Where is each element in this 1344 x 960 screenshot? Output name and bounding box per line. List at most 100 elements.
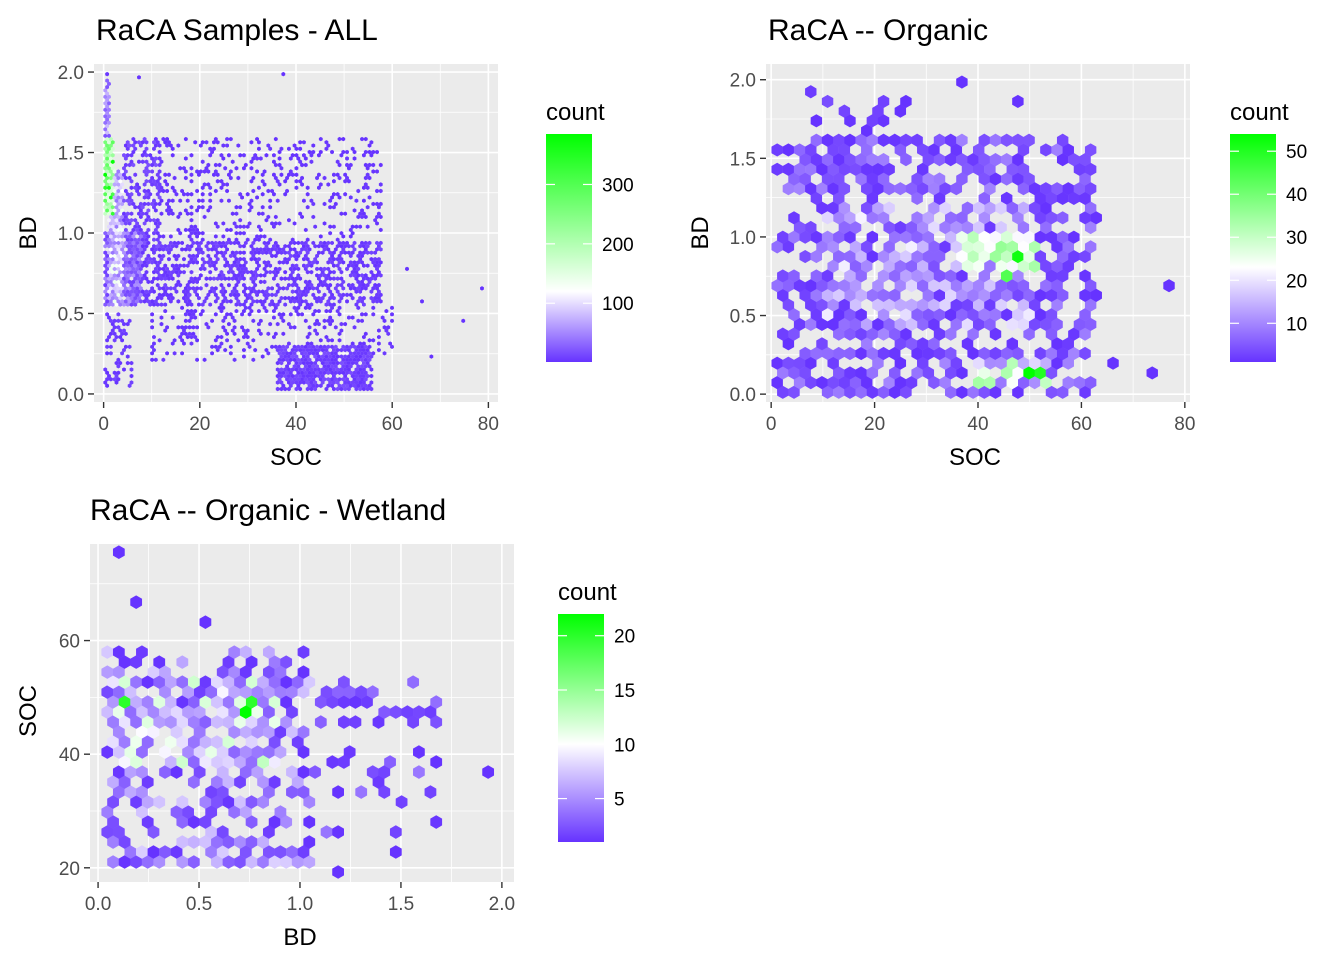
hexbin-cell [337,383,342,388]
hexbin-cell [187,815,200,829]
hexbin-cell [135,266,140,272]
hexbin-cell [317,185,321,190]
hexbin-cell [343,373,348,379]
hexbin-cell [129,289,134,294]
hexbin-cell [185,211,190,216]
hexbin-cell [228,299,233,304]
hexbin-cell [315,383,319,388]
hexbin-cell [103,120,108,126]
hexbin-cell [961,259,974,273]
hexbin-cell [253,237,258,242]
hexbin-cell [257,237,261,242]
hexbin-cell [369,250,374,255]
hexbin-cell [354,269,359,275]
x-tick-label: 0 [766,414,777,435]
hexbin-cell [118,185,123,190]
hexbin-cell [283,386,288,392]
hexbin-cell [347,367,351,372]
hexbin-cell [333,325,338,330]
hexbin-cell [157,253,162,259]
hexbin-cell [889,366,901,380]
hexbin-cell [138,273,143,278]
hexbin-cell [216,785,229,799]
hexbin-cell [367,195,372,200]
hexbin-cell [150,247,155,252]
hexbin-cell [155,192,160,197]
hexbin-cell [206,240,211,246]
hexbin-cell [294,179,299,184]
hexbin-cell [1056,385,1069,399]
hexbin-cell [350,360,355,366]
hexbin-cell [833,308,845,322]
hexbin-cell [855,327,867,341]
hexbin-cell [338,675,350,689]
hexbin-cell [116,279,121,285]
hexbin-cell [945,288,957,302]
hexbin-cell [138,266,143,272]
hexbin-cell [127,344,132,350]
hexbin-cell [161,247,166,252]
hexbin-cell [198,312,203,317]
hexbin-cell [291,775,304,789]
hexbin-cell [232,318,237,324]
hexbin-cell [116,221,121,226]
hexbin-cell [314,695,327,709]
hexbin-cell [210,240,214,246]
hexbin-cell [170,243,175,249]
hexbin-cell [369,367,374,372]
hexbin-cell [131,299,136,304]
hexbin-cell [335,354,340,359]
hexbin-cell [315,299,319,304]
hexbin-cell [348,292,353,298]
hexbin-cell [239,665,252,679]
hexbin-cell [972,317,985,332]
hexbin-cell [141,675,154,689]
hexbin-cell [872,317,884,332]
hexbin-cell [213,136,218,142]
hexbin-cell [305,282,310,288]
hexbin-cell [182,295,186,301]
hexbin-cell [782,162,795,176]
hexbin-cell [105,253,110,259]
hexbin-cell [322,325,327,330]
hexbin-cell [799,172,811,186]
y-tick-label: 40 [59,745,80,766]
hexbin-cell [221,286,226,291]
hexbin-cell [178,198,183,203]
hexbin-cell [152,256,156,262]
hexbin-cell [297,765,310,779]
hexbin-cell [285,286,289,291]
hexbin-cell [288,325,293,330]
hexbin-cell [339,360,344,366]
hexbin-cell [144,289,149,294]
hexbin-cell [844,114,856,128]
hexbin-cell [1040,182,1052,196]
hexbin-cell [298,250,303,255]
hexbin-cell [333,370,338,375]
hexbin-cell [123,273,128,278]
hexbin-cell [249,256,254,262]
hexbin-cell [183,136,188,142]
hexbin-cell [827,317,839,332]
hexbin-cell [155,243,160,249]
hexbin-cell [292,247,297,252]
hexbin-cell [221,273,226,278]
hexbin-cell [129,302,134,307]
hexbin-cell [330,318,334,324]
hexbin-cell [238,192,243,197]
hexbin-cell [200,230,205,236]
hexbin-cell [298,347,303,353]
hexbin-cell [861,317,873,332]
hexbin-cell [195,247,199,252]
hexbin-cell [799,153,811,167]
hexbin-cell [136,845,148,859]
hexbin-cell [116,247,121,252]
hexbin-cell [367,149,372,155]
hexbin-cell [911,366,923,380]
hexbin-cell [103,127,108,132]
hexbin-cell [172,175,177,181]
hexbin-cell [208,192,213,197]
hexbin-cell [120,234,125,239]
hexbin-cell [164,675,177,689]
hexbin-cell [141,795,154,809]
